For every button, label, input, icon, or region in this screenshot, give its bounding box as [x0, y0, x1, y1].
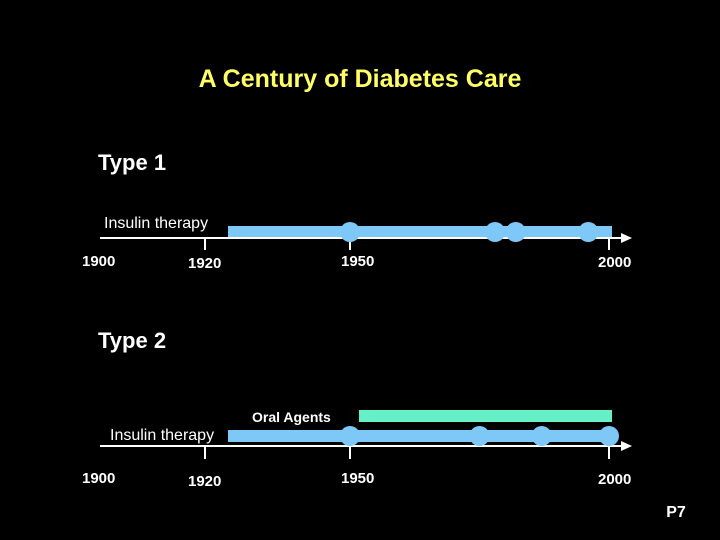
type2-bar-label: Insulin therapy	[110, 427, 214, 444]
type2-milestone-dots	[340, 426, 619, 446]
type1-milestone-dot-1950	[340, 222, 360, 242]
type1-milestone-label-pump-therapy: Pump therapy	[0, 0, 595, 217]
type1-year-1900: 1900	[82, 253, 115, 270]
type2-year-1900: 1900	[82, 470, 115, 487]
page-number: P7	[666, 504, 686, 521]
type1-bar-label: Insulin therapy	[104, 215, 208, 232]
type2-milestone-dot-1987	[531, 426, 552, 446]
type1-milestone-dot-1996	[578, 222, 599, 242]
type1-insulin-bar	[228, 226, 612, 238]
type2-label: Type 2	[98, 328, 166, 353]
type2-year-2000: 2000	[598, 471, 631, 488]
type2-oral-agents-bar	[359, 410, 612, 422]
type2-insulin-bar	[228, 430, 612, 442]
type2-milestone-dot-1950	[340, 426, 360, 446]
type2-milestone-dot-1975	[469, 426, 490, 446]
type2-oral-agents-label: Oral Agents	[252, 409, 331, 425]
type2-year-1950: 1950	[341, 470, 374, 487]
type2-milestone-dot-2000	[599, 426, 619, 446]
type1-label: Type 1	[98, 150, 166, 175]
type2-axis-arrow	[621, 441, 632, 451]
type1-axis-arrow	[621, 233, 632, 243]
type1-milestone-labels: NPH insulinPump therapyHuman insulinInsu…	[0, 0, 712, 223]
type1-milestone-dots	[340, 222, 599, 242]
type1-year-1950: 1950	[341, 253, 374, 270]
type1-milestone-dot-1982	[505, 222, 526, 242]
type2-section: Type 2 Oral Agents Insulin therapy 1900 …	[82, 328, 632, 490]
slide-title: A Century of Diabetes Care	[199, 65, 522, 93]
type2-year-1920: 1920	[188, 473, 221, 490]
type1-milestone-label-nph-insulin: NPH insulin	[0, 0, 468, 208]
type1-milestone-label-human-insulin: Human insulin	[0, 0, 656, 223]
type1-year-1920: 1920	[188, 255, 221, 272]
type1-milestone-dot-1978	[485, 222, 506, 242]
type1-year-2000: 2000	[598, 254, 631, 271]
